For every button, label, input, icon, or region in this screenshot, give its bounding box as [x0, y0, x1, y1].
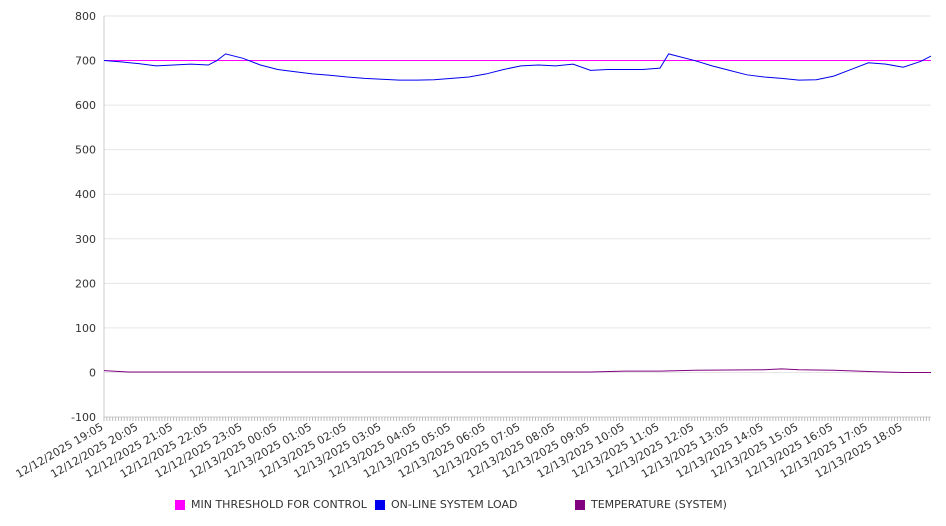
- legend-swatch: [575, 499, 585, 510]
- legend-item-load[interactable]: ON-LINE SYSTEM LOAD: [375, 498, 517, 511]
- y-tick-label: 0: [89, 366, 96, 379]
- y-tick-label: -100: [71, 411, 96, 424]
- legend-item-temperature[interactable]: TEMPERATURE (SYSTEM): [575, 498, 727, 511]
- series-line-2: [103, 368, 931, 373]
- series-line-1: [103, 53, 932, 81]
- legend-label: TEMPERATURE (SYSTEM): [591, 498, 727, 511]
- legend-swatch: [375, 499, 385, 510]
- legend-label: ON-LINE SYSTEM LOAD: [391, 498, 518, 511]
- y-tick-label: 500: [75, 144, 96, 157]
- y-tick-label: 700: [75, 55, 96, 68]
- legend-item-threshold[interactable]: MIN THRESHOLD FOR CONTROL: [175, 498, 367, 511]
- legend-label: MIN THRESHOLD FOR CONTROL: [191, 498, 367, 511]
- y-tick-label: 600: [75, 99, 96, 112]
- y-tick-label: 800: [75, 10, 96, 23]
- y-tick-label: 200: [75, 277, 96, 290]
- y-tick-label: 100: [75, 322, 96, 335]
- y-tick-label: 400: [75, 188, 96, 201]
- y-tick-label: 300: [75, 233, 96, 246]
- legend-swatch: [175, 499, 185, 510]
- chart-plot: 8007006005004003002001000-10012/12/2025 …: [14, 10, 932, 481]
